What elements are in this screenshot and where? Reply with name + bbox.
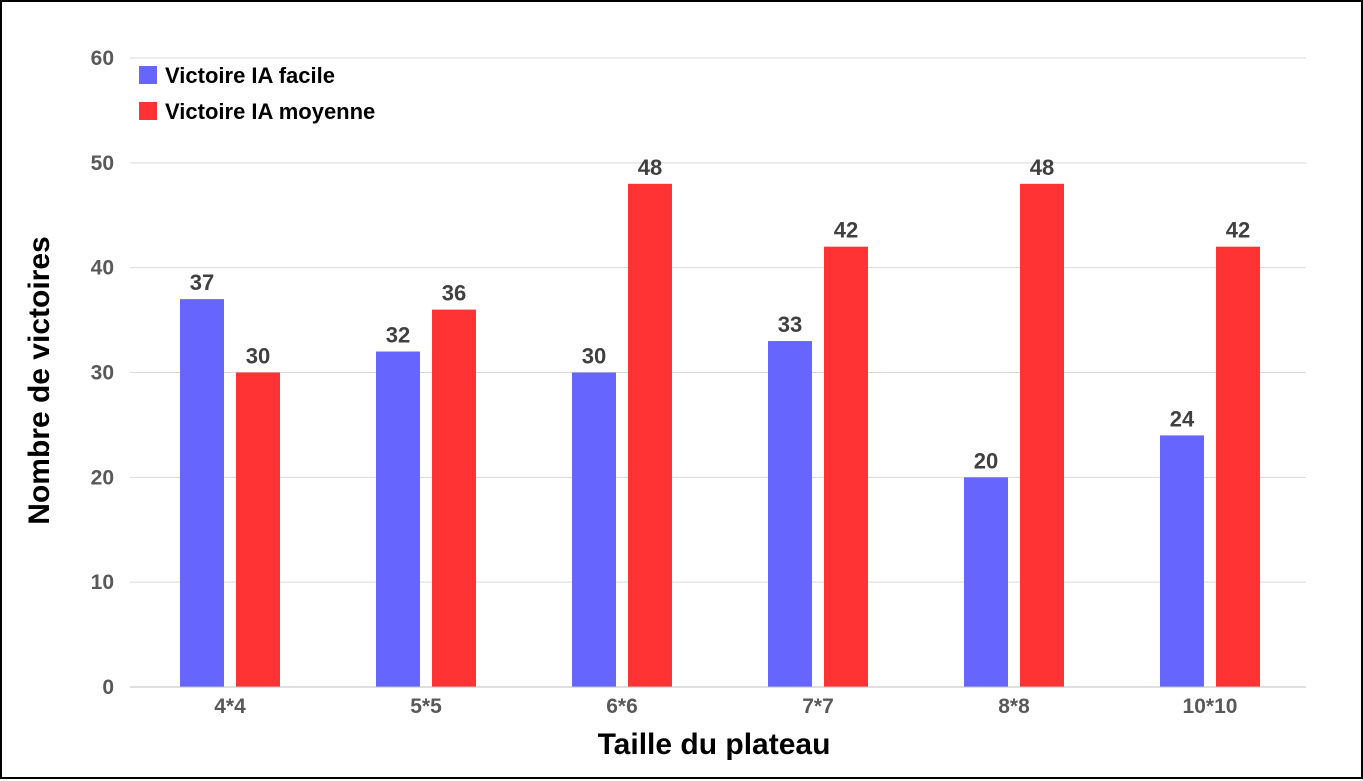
bar (572, 372, 616, 687)
x-axis-ticks: 4*4 5*5 6*6 7*7 8*8 10*10 (214, 695, 1237, 718)
x-axis-title: Taille du plateau (598, 728, 831, 761)
data-label: 48 (1030, 155, 1054, 180)
x-tick-label: 5*5 (410, 695, 442, 718)
data-label: 30 (246, 344, 270, 369)
legend: Victoire IA facile Victoire IA moyenne (139, 63, 375, 124)
bar (236, 372, 280, 687)
grid-lines (130, 57, 1306, 583)
bar (376, 351, 420, 687)
x-tick-label: 10*10 (1183, 695, 1238, 718)
bars (180, 183, 1260, 688)
y-axis-ticks: 0 10 20 30 40 50 60 (91, 47, 114, 699)
bar (824, 246, 868, 687)
bar (628, 183, 672, 688)
data-label: 42 (1226, 218, 1250, 243)
legend-swatch (139, 102, 157, 120)
data-label: 20 (974, 448, 998, 473)
y-tick-label: 10 (91, 571, 114, 594)
y-tick-label: 0 (102, 676, 114, 699)
y-tick-label: 20 (91, 466, 114, 489)
bar (1160, 435, 1204, 687)
y-tick-label: 30 (91, 362, 114, 385)
data-label: 33 (778, 312, 802, 337)
bar (768, 341, 812, 687)
x-tick-label: 7*7 (802, 695, 834, 718)
y-tick-label: 50 (91, 152, 114, 175)
legend-label: Victoire IA moyenne (165, 99, 375, 124)
legend-label: Victoire IA facile (165, 63, 335, 88)
data-label: 24 (1170, 406, 1195, 431)
data-labels: 37 30 32 36 30 48 33 42 20 48 24 42 (190, 155, 1250, 474)
data-label: 42 (834, 218, 858, 243)
data-label: 37 (190, 270, 214, 295)
legend-swatch (139, 66, 157, 84)
bar (180, 299, 224, 687)
y-tick-label: 60 (91, 47, 114, 70)
bar (964, 477, 1008, 687)
bar (1216, 246, 1260, 687)
y-tick-label: 40 (91, 257, 114, 280)
data-label: 36 (442, 281, 466, 306)
x-tick-label: 6*6 (606, 695, 638, 718)
bar (1020, 183, 1064, 688)
x-tick-label: 8*8 (998, 695, 1030, 718)
bar (432, 309, 476, 687)
y-axis-title: Nombre de victoires (23, 236, 56, 524)
data-label: 30 (582, 344, 606, 369)
data-label: 48 (638, 155, 662, 180)
data-label: 32 (386, 323, 410, 348)
x-tick-label: 4*4 (214, 695, 246, 718)
